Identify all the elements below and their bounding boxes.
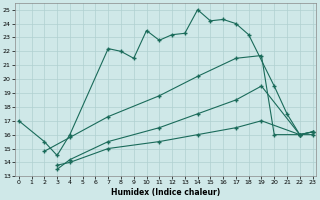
X-axis label: Humidex (Indice chaleur): Humidex (Indice chaleur) bbox=[111, 188, 220, 197]
